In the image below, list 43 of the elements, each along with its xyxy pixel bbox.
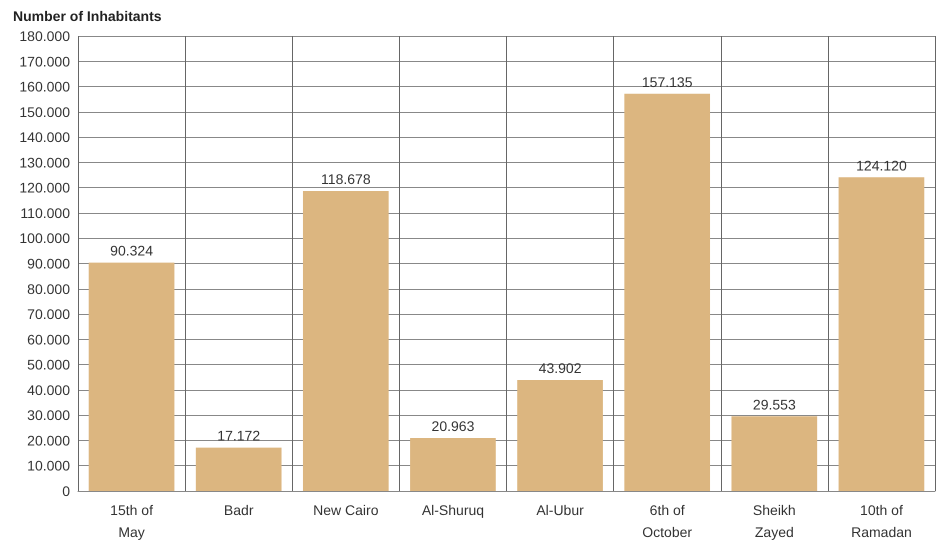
data-label: 157.135 — [642, 74, 693, 90]
y-tick-label: 70.000 — [27, 306, 70, 322]
y-tick-label: 140.000 — [19, 129, 70, 146]
x-tick-label: 15th of May — [110, 502, 154, 540]
x-tick-label: New Cairo — [313, 502, 379, 518]
data-label: 43.902 — [538, 360, 582, 376]
bar — [410, 438, 496, 491]
y-tick-label: 180.000 — [19, 28, 70, 44]
x-tick-label: 6th of October — [642, 502, 692, 540]
y-tick-label: 100.000 — [19, 230, 70, 246]
y-tick-label: 110.000 — [20, 204, 70, 221]
y-tick-label: 160.000 — [19, 78, 70, 95]
y-tick-label: 40.000 — [27, 382, 70, 398]
y-tick-label: 170.000 — [19, 53, 70, 70]
y-axis-title: Number of Inhabitants — [13, 8, 162, 24]
y-tick-label: 30.000 — [27, 407, 70, 424]
y-tick-label: 20.000 — [27, 432, 70, 448]
y-tick-label: 50.000 — [27, 356, 70, 373]
y-tick-label: 10.000 — [27, 458, 70, 474]
x-tick-label: Al-Ubur — [536, 502, 584, 518]
bar — [624, 94, 710, 491]
data-label: 17.172 — [217, 428, 260, 444]
y-tick-label: 150.000 — [19, 104, 70, 120]
y-tick-label: 120.000 — [19, 180, 70, 196]
bar — [196, 448, 282, 491]
data-label: 20.963 — [432, 418, 475, 434]
x-tick-label: Al-Shuruq — [422, 502, 484, 518]
bar — [838, 177, 924, 491]
bar — [517, 380, 603, 491]
y-tick-label: 0 — [62, 483, 70, 499]
data-label: 90.324 — [110, 242, 154, 259]
y-tick-label: 60.000 — [27, 331, 70, 348]
x-tick-label: Badr — [224, 502, 254, 518]
bar — [302, 191, 389, 491]
bar — [88, 262, 174, 491]
y-tick-label: 90.000 — [27, 256, 70, 272]
bar — [731, 416, 818, 491]
y-tick-label: 80.000 — [27, 280, 70, 297]
y-tick-label: 130.000 — [19, 154, 70, 170]
x-tick-label: 10th of Ramadan — [851, 502, 912, 540]
data-label: 29.553 — [752, 396, 796, 412]
x-tick-label: Sheikh Zayed — [752, 502, 796, 540]
data-label: 118.678 — [321, 171, 371, 188]
